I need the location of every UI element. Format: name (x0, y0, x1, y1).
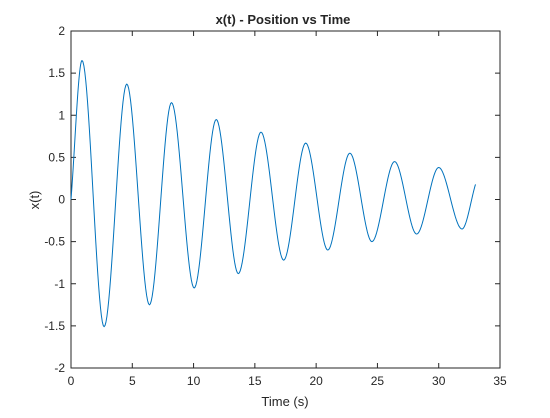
x-tick-label: 5 (129, 374, 136, 388)
x-tick-label: 20 (309, 374, 323, 388)
y-tick-label: 1 (58, 108, 65, 122)
x-tick-label: 30 (432, 374, 446, 388)
y-tick-label: 2 (58, 24, 65, 38)
y-tick-label: -1.5 (44, 319, 65, 333)
y-tick-label: 0.5 (48, 150, 65, 164)
y-tick-label: -2 (54, 361, 65, 375)
x-axis-label: Time (s) (261, 394, 308, 409)
x-tick-label: 15 (248, 374, 262, 388)
x-tick-label: 10 (187, 374, 201, 388)
axis-ticks: 0 5 10 15 20 25 30 35 -2 -1.5 -1 -0.5 0 0.5 1 1.5 2 (44, 24, 507, 388)
series-line (70, 59, 476, 328)
y-tick-label: 1.5 (48, 66, 65, 80)
axes-box (70, 30, 501, 369)
chart-title: x(t) - Position vs Time (216, 12, 351, 27)
x-tick-label: 25 (371, 374, 385, 388)
y-axis-label: x(t) (27, 191, 42, 210)
y-tick-label: -0.5 (44, 235, 65, 249)
x-tick-label: 0 (68, 374, 75, 388)
line-layer (70, 59, 476, 328)
y-tick-label: 0 (58, 193, 65, 207)
y-tick-label: -1 (54, 277, 65, 291)
plot-area (70, 30, 501, 369)
x-tick-label: 35 (493, 374, 507, 388)
